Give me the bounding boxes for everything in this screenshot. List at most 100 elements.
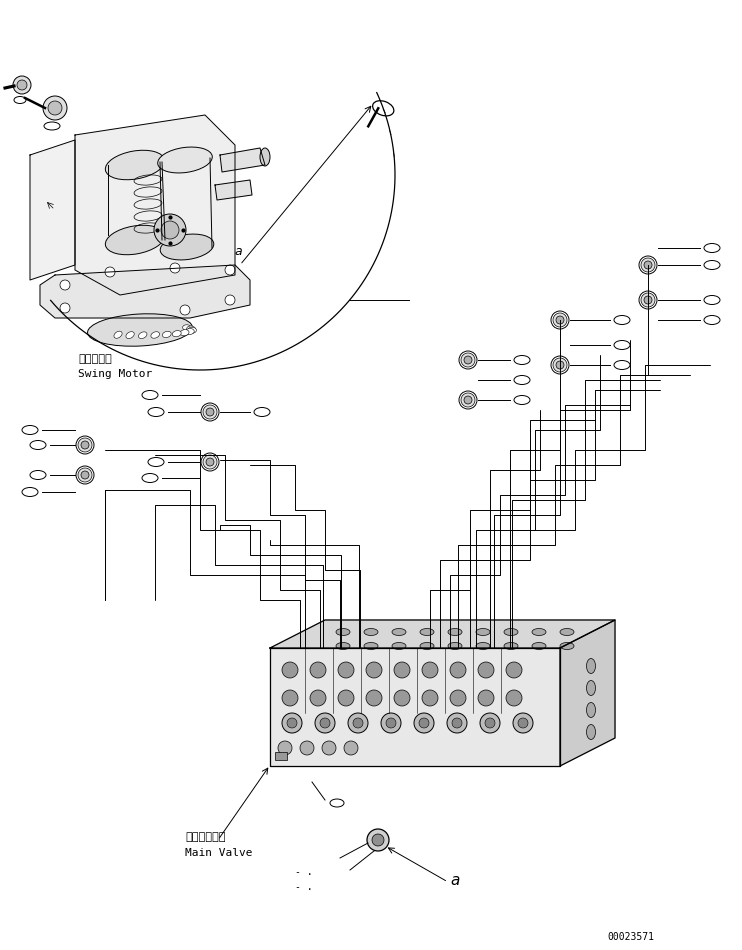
- Ellipse shape: [392, 629, 406, 636]
- Circle shape: [338, 662, 354, 678]
- Circle shape: [419, 718, 429, 728]
- Circle shape: [76, 466, 94, 484]
- Circle shape: [287, 718, 297, 728]
- Circle shape: [452, 718, 462, 728]
- Ellipse shape: [586, 680, 596, 695]
- Circle shape: [206, 458, 214, 466]
- Ellipse shape: [504, 629, 518, 636]
- Ellipse shape: [336, 642, 350, 650]
- Circle shape: [366, 662, 382, 678]
- Circle shape: [447, 713, 467, 733]
- Ellipse shape: [586, 702, 596, 717]
- Ellipse shape: [151, 332, 160, 338]
- Circle shape: [381, 713, 401, 733]
- Circle shape: [394, 690, 410, 706]
- Ellipse shape: [420, 629, 434, 636]
- Circle shape: [315, 713, 335, 733]
- Circle shape: [282, 662, 298, 678]
- Ellipse shape: [105, 150, 165, 180]
- Circle shape: [78, 438, 92, 452]
- Circle shape: [60, 303, 70, 313]
- Circle shape: [300, 741, 314, 755]
- Circle shape: [513, 713, 533, 733]
- Circle shape: [644, 296, 652, 304]
- Circle shape: [422, 662, 438, 678]
- Ellipse shape: [392, 642, 406, 650]
- Circle shape: [556, 361, 564, 369]
- Circle shape: [639, 256, 657, 274]
- Circle shape: [81, 471, 89, 479]
- Circle shape: [161, 221, 179, 239]
- Circle shape: [450, 690, 466, 706]
- Circle shape: [348, 713, 368, 733]
- Circle shape: [422, 690, 438, 706]
- Ellipse shape: [162, 332, 171, 337]
- Bar: [275, 752, 287, 760]
- Ellipse shape: [88, 314, 192, 346]
- Ellipse shape: [586, 725, 596, 739]
- Circle shape: [551, 311, 569, 329]
- Text: a: a: [450, 873, 459, 888]
- Ellipse shape: [476, 642, 490, 650]
- Polygon shape: [30, 140, 75, 280]
- Circle shape: [206, 408, 214, 416]
- Text: 00023571: 00023571: [607, 932, 654, 942]
- Circle shape: [553, 358, 567, 372]
- Ellipse shape: [186, 326, 196, 332]
- Text: - .: - .: [295, 882, 312, 892]
- Text: a: a: [234, 245, 242, 258]
- Circle shape: [344, 741, 358, 755]
- Ellipse shape: [448, 642, 462, 650]
- Circle shape: [386, 718, 396, 728]
- Ellipse shape: [532, 642, 546, 650]
- Polygon shape: [560, 620, 615, 766]
- Circle shape: [320, 718, 330, 728]
- Circle shape: [450, 662, 466, 678]
- Circle shape: [322, 741, 336, 755]
- Circle shape: [459, 351, 477, 369]
- Text: 旋回モータ: 旋回モータ: [78, 354, 112, 364]
- Ellipse shape: [476, 629, 490, 636]
- Polygon shape: [270, 648, 560, 766]
- Polygon shape: [40, 265, 250, 318]
- Circle shape: [464, 356, 472, 364]
- Ellipse shape: [186, 329, 194, 334]
- Ellipse shape: [126, 332, 134, 338]
- Ellipse shape: [260, 148, 270, 166]
- Circle shape: [353, 718, 363, 728]
- Circle shape: [154, 214, 186, 246]
- Circle shape: [338, 690, 354, 706]
- Ellipse shape: [188, 327, 197, 333]
- Circle shape: [76, 436, 94, 454]
- Circle shape: [366, 690, 382, 706]
- Circle shape: [518, 718, 528, 728]
- Ellipse shape: [504, 642, 518, 650]
- Ellipse shape: [139, 332, 147, 338]
- Circle shape: [17, 80, 27, 90]
- Polygon shape: [270, 620, 615, 648]
- Ellipse shape: [364, 629, 378, 636]
- Circle shape: [13, 76, 31, 94]
- Circle shape: [43, 96, 67, 120]
- Circle shape: [203, 455, 217, 469]
- Circle shape: [639, 291, 657, 309]
- Ellipse shape: [586, 658, 596, 674]
- Circle shape: [506, 690, 522, 706]
- Circle shape: [170, 263, 180, 273]
- Circle shape: [180, 305, 190, 315]
- Circle shape: [367, 829, 389, 851]
- Ellipse shape: [172, 331, 181, 337]
- Circle shape: [310, 662, 326, 678]
- Circle shape: [225, 265, 235, 275]
- Circle shape: [551, 356, 569, 374]
- Ellipse shape: [114, 332, 122, 338]
- Ellipse shape: [105, 225, 165, 255]
- Ellipse shape: [448, 629, 462, 636]
- Circle shape: [485, 718, 495, 728]
- Circle shape: [478, 690, 494, 706]
- Circle shape: [278, 741, 292, 755]
- Circle shape: [478, 662, 494, 678]
- Circle shape: [78, 468, 92, 482]
- Circle shape: [201, 453, 219, 471]
- Circle shape: [556, 316, 564, 324]
